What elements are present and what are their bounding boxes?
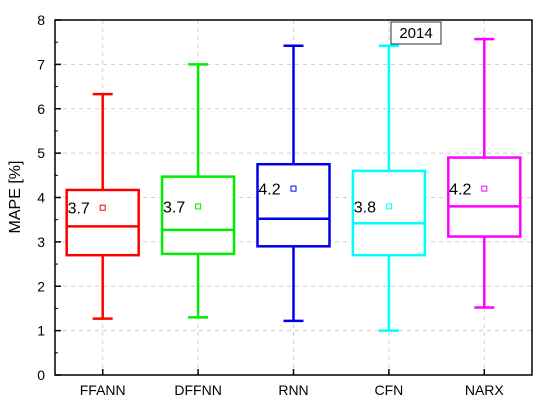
mean-label: 3.8 [354, 199, 376, 216]
iqr-box [351, 169, 427, 257]
mean-label: 3.7 [68, 201, 90, 218]
x-tick-label: CFN [375, 382, 404, 398]
box-series: 3.7 3.7 4.2 3.8 4.2 [65, 37, 522, 332]
mean-marker [99, 204, 106, 211]
mean-marker [385, 203, 392, 210]
year-annotation: 2014 [390, 21, 442, 45]
y-tick-label: 4 [37, 190, 45, 206]
y-tick-label: 8 [37, 12, 45, 28]
box-dffnn: 3.7 [160, 63, 236, 319]
iqr-box [256, 162, 331, 248]
iqr-box [447, 156, 522, 238]
y-tick-label: 5 [37, 145, 45, 161]
mean-marker [195, 203, 202, 210]
box-ffann: 3.7 [65, 92, 140, 320]
iqr-box [65, 188, 140, 257]
mean-label: 4.2 [258, 182, 280, 199]
mean-label: 3.7 [163, 199, 185, 216]
year-annotation-text: 2014 [399, 25, 432, 42]
year-annotation-frame [390, 21, 442, 45]
axes: 0 1 2 3 4 5 6 7 8 FFANN DFFNN RNN CFN NARX [37, 12, 533, 398]
y-tick-label: 0 [37, 367, 45, 383]
box-narx: 4.2 [447, 37, 522, 309]
x-tick-label: FFANN [80, 382, 126, 398]
mean-label: 4.2 [449, 182, 471, 199]
y-tick-label: 1 [37, 323, 45, 339]
y-axis-label: MAPE [%] [7, 161, 24, 234]
y-tick-label: 7 [37, 56, 45, 72]
iqr-box [160, 175, 236, 256]
y-tick-label: 6 [37, 101, 45, 117]
y-tick-label: 2 [37, 278, 45, 294]
x-tick-label: RNN [278, 382, 308, 398]
mean-marker [290, 185, 297, 192]
box-cfn: 3.8 [351, 44, 427, 332]
y-tick-label: 3 [37, 234, 45, 250]
box-rnn: 4.2 [256, 44, 331, 323]
x-tick-label: NARX [465, 382, 505, 398]
x-tick-label: DFFNN [174, 382, 221, 398]
mean-marker [481, 185, 488, 192]
